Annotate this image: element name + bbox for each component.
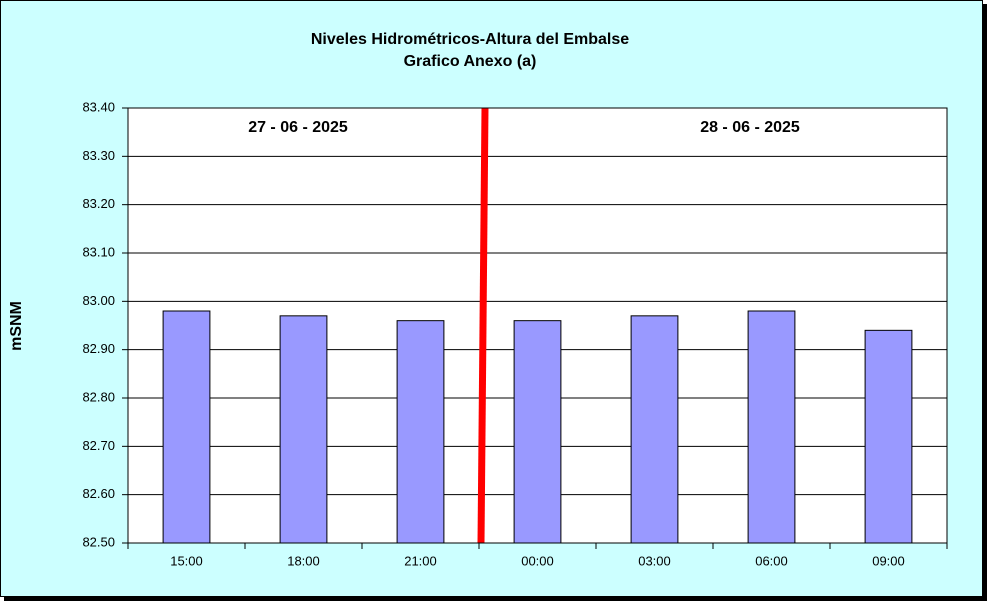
y-tick-label: 82.60 xyxy=(82,486,115,501)
y-tick-label: 82.90 xyxy=(82,341,115,356)
bar xyxy=(630,315,679,544)
y-tick-label: 83.40 xyxy=(82,99,115,114)
bar xyxy=(747,310,796,544)
y-axis-label: mSNM xyxy=(8,301,25,351)
x-tick-label: 06:00 xyxy=(755,553,788,568)
chart-title: Niveles Hidrométricos-Altura del Embalse xyxy=(311,31,629,48)
y-tick-label: 83.10 xyxy=(82,244,115,259)
day-divider xyxy=(477,107,489,544)
chart-subtitle: Grafico Anexo (a) xyxy=(404,53,537,70)
x-tick-label: 00:00 xyxy=(521,553,554,568)
x-tick-label: 15:00 xyxy=(170,553,203,568)
y-tick-label: 82.50 xyxy=(82,534,115,549)
y-tick-label: 82.70 xyxy=(82,438,115,453)
y-tick-label: 83.20 xyxy=(82,196,115,211)
annotation: 28 - 06 - 2025 xyxy=(700,119,800,136)
x-tick-label: 09:00 xyxy=(872,553,905,568)
y-tick-label: 83.30 xyxy=(82,148,115,163)
x-tick-label: 03:00 xyxy=(638,553,671,568)
bar xyxy=(279,315,328,544)
x-tick-label: 21:00 xyxy=(404,553,437,568)
annotation: 27 - 06 - 2025 xyxy=(248,119,348,136)
x-tick-label: 18:00 xyxy=(287,553,320,568)
y-tick-label: 83.00 xyxy=(82,293,115,308)
bar xyxy=(864,329,913,544)
bar xyxy=(396,320,445,544)
y-tick-label: 82.80 xyxy=(82,389,115,404)
plot-border xyxy=(127,107,948,544)
bar xyxy=(513,320,562,544)
bar xyxy=(162,310,211,544)
